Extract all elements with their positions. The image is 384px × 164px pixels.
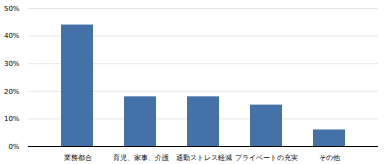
svg-text:0%: 0% [8, 143, 19, 151]
svg-text:業務都合: 業務都合 [64, 154, 92, 162]
svg-text:30%: 30% [4, 60, 20, 68]
svg-text:プライベートの充実: プライベートの充実 [235, 154, 298, 162]
svg-text:育児、家事、介護: 育児、家事、介護 [113, 153, 169, 162]
svg-text:10%: 10% [4, 115, 20, 123]
svg-text:50%: 50% [4, 5, 20, 13]
svg-text:20%: 20% [4, 88, 20, 96]
svg-text:通勤ストレス軽減: 通勤ストレス軽減 [176, 154, 232, 162]
svg-text:その他: その他 [319, 154, 340, 162]
svg-text:40%: 40% [4, 32, 20, 40]
